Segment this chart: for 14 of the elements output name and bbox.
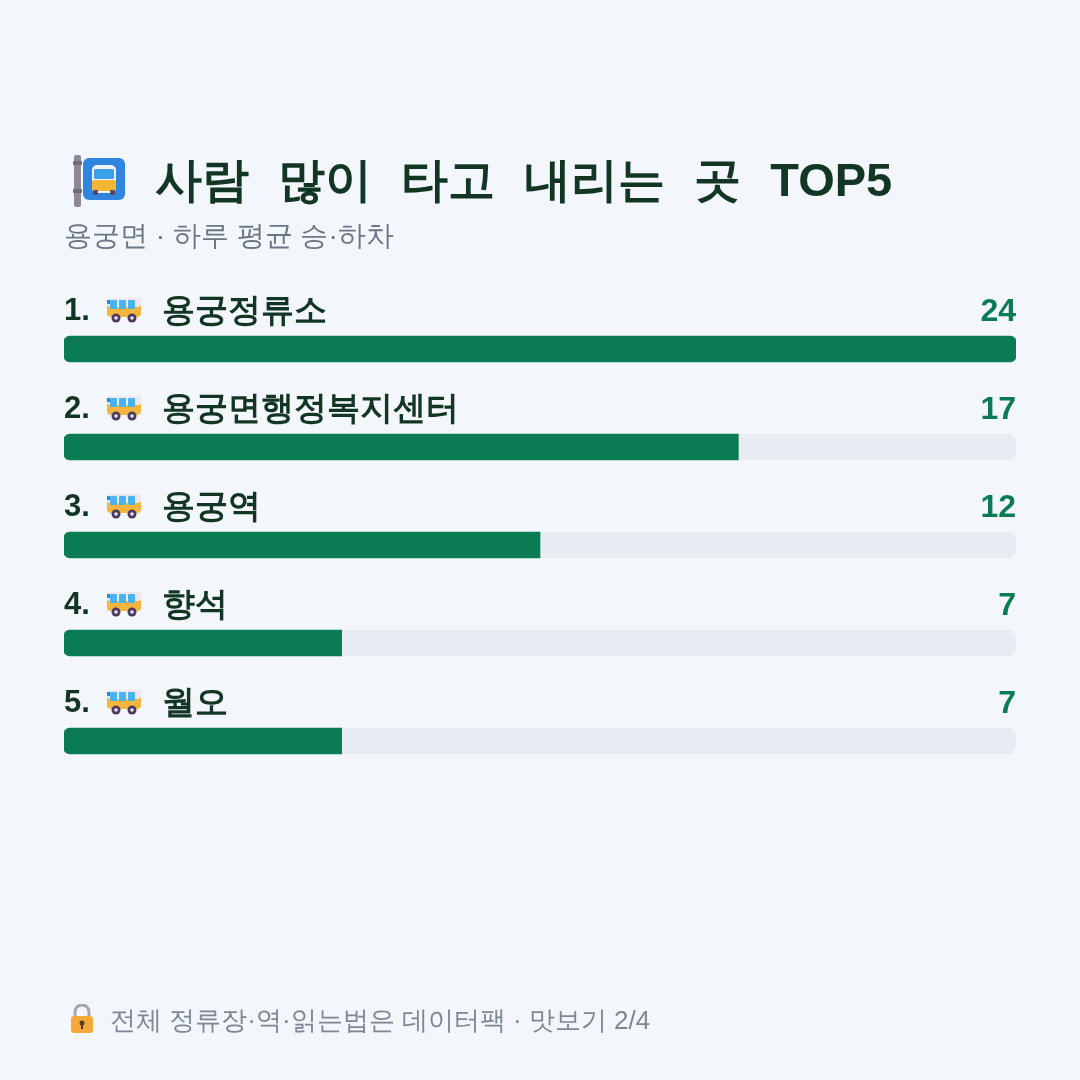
data-label: 7 xyxy=(998,683,1016,722)
category-label: 2. 용궁면행정복지센터 xyxy=(64,389,459,426)
data-label: 7 xyxy=(998,585,1016,624)
data-label: 12 xyxy=(980,487,1016,526)
category-label: 4. 향석 xyxy=(64,585,228,622)
chart-title: 사람 많이 타고 내리는 곳 TOP5 xyxy=(155,153,893,206)
category-label: 5. 월오 xyxy=(64,683,228,720)
bar xyxy=(64,335,1016,363)
data-label: 17 xyxy=(980,389,1016,428)
chart-subtitle: 용궁면 · 하루 평균 승·하차 xyxy=(64,220,394,251)
category-label: 3. 용궁역 xyxy=(64,487,261,524)
text: 전체 정류장·역·읽는법은 데이터팩 · 맛보기 2/4 xyxy=(110,1005,651,1035)
data-label: 24 xyxy=(980,291,1016,330)
category-label: 1. 용궁정류소 xyxy=(64,291,327,328)
